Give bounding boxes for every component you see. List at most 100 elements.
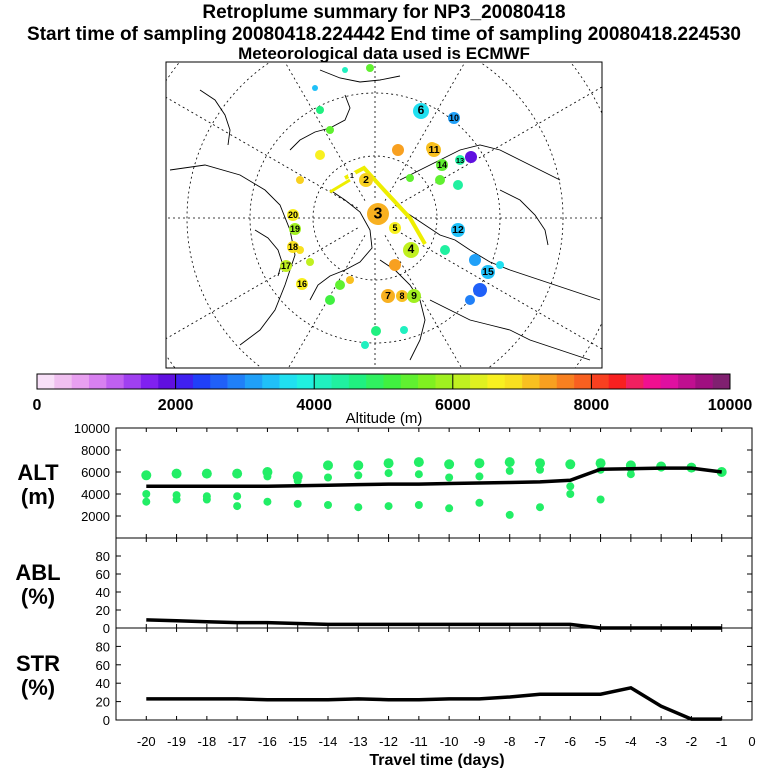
colorbar-swatch [452,374,471,389]
colorbar-swatch [608,374,627,389]
colorbar-swatch [88,374,107,389]
altitude-cluster-dot [354,503,363,512]
plume-marker [440,245,450,255]
colorbar-swatch [678,374,696,389]
altitude-cluster-dot [626,470,635,479]
plume-marker [361,341,369,349]
colorbar-swatch [331,374,350,389]
x-tick-label: -18 [197,734,216,749]
plume-marker [296,278,308,290]
colorbar-swatch [418,374,436,389]
altitude-cluster-dot [384,502,393,511]
plume-marker [342,67,348,73]
colorbar-swatch [140,374,159,389]
plume-marker [455,155,465,165]
colorbar-tick-label: 2000 [158,397,194,414]
colorbar-swatch [470,374,488,389]
colorbar-axis-label: Altitude (m) [346,410,423,427]
altitude-cluster-dot [595,458,606,469]
altitude-cluster-dot [504,457,515,468]
plume-marker-label: 7 [385,290,391,302]
series-line [146,618,722,630]
colorbar-swatch [383,374,402,389]
y-tick-label: 60 [96,567,110,582]
x-tick-label: -17 [228,734,247,749]
altitude-cluster-dot [202,495,211,504]
plume-marker-label: 10 [449,113,459,123]
coastline [499,189,549,246]
panel-alt: 10000 8000 6000 4000 2000 ALT(m) [17,421,753,539]
plume-marker [371,326,381,336]
plume-marker [400,326,408,334]
colorbar-swatch [210,374,228,389]
colorbar-swatch [227,374,246,389]
coastline [399,144,561,181]
colorbar-swatch [712,374,731,389]
colorbar-swatch [175,374,194,389]
y-tick-label: 0 [103,621,110,636]
plume-marker [296,176,304,184]
plume-marker-label: 1 [350,173,354,180]
altitude-cluster-dot [171,468,182,479]
plume-marker [287,209,299,221]
plume-marker [413,103,429,119]
y-tick-label: 60 [96,658,110,673]
altitude-cluster-dot [536,503,544,512]
colorbar-swatch [591,374,610,389]
plume-marker [289,223,301,235]
colorbar-swatch [296,374,315,389]
chart-title: Retroplume summary for NP3_20080418 [202,2,566,23]
series-line [146,685,722,721]
series-line [146,466,722,489]
altitude-cluster-dot [413,457,424,468]
altitude-cluster-dot [445,504,454,513]
colorbar-swatch [487,374,506,389]
altitude-cluster-dot [475,498,484,507]
plume-marker [280,260,292,272]
altitude-cluster-dot [263,472,272,481]
plume-marker [287,241,299,253]
y-tick-label: 10000 [74,421,110,436]
x-tick-label: -6 [565,734,577,749]
time-series-panels: 100008000600040002000ALT(m)806040200ABL(… [15,421,753,728]
panel-ylabel: ALT [17,460,59,485]
meridian-line [392,86,602,209]
sampling-time: Start time of sampling 20080418.224442 E… [27,24,741,45]
plume-marker [407,289,421,303]
altitude-cluster-dot [414,501,423,509]
altitude-cluster-dot [353,460,364,471]
plume-marker-label: 6 [418,103,425,117]
coastline [394,204,601,301]
plume-marker-label: 11 [428,144,439,156]
plume-marker-label: 15 [482,266,494,278]
colorbar-swatch [574,374,592,389]
plume-marker-label: 2 [363,174,369,186]
plume-marker [403,242,419,258]
altitude-cluster-dot [383,458,394,469]
colorbar-swatch [262,374,280,389]
y-tick-label: 6000 [81,465,110,480]
colorbar-tick-label: 0 [33,397,42,414]
colorbar-swatch [660,374,679,389]
plume-marker [427,143,441,157]
altitude-cluster-dot [445,473,454,482]
plume-marker [366,64,374,72]
altitude-cluster-dot [505,466,514,475]
plume-marker [326,126,334,134]
plume-marker [451,223,465,237]
plume-marker [325,295,335,305]
altitude-cluster-dot [384,469,393,478]
altitude-cluster-dot [596,495,605,504]
plume-marker [346,276,354,284]
altitude-cluster-dot [505,510,514,519]
altitude-cluster-dot [565,459,576,470]
x-tick-label: -14 [319,734,338,749]
altitude-cluster-dot [475,472,484,481]
colorbar-swatch [192,374,211,389]
x-tick-label: -5 [595,734,607,749]
x-tick-label: -19 [167,734,186,749]
plume-marker [316,106,324,114]
latitude-circle [186,62,564,368]
plume-marker [306,258,314,266]
